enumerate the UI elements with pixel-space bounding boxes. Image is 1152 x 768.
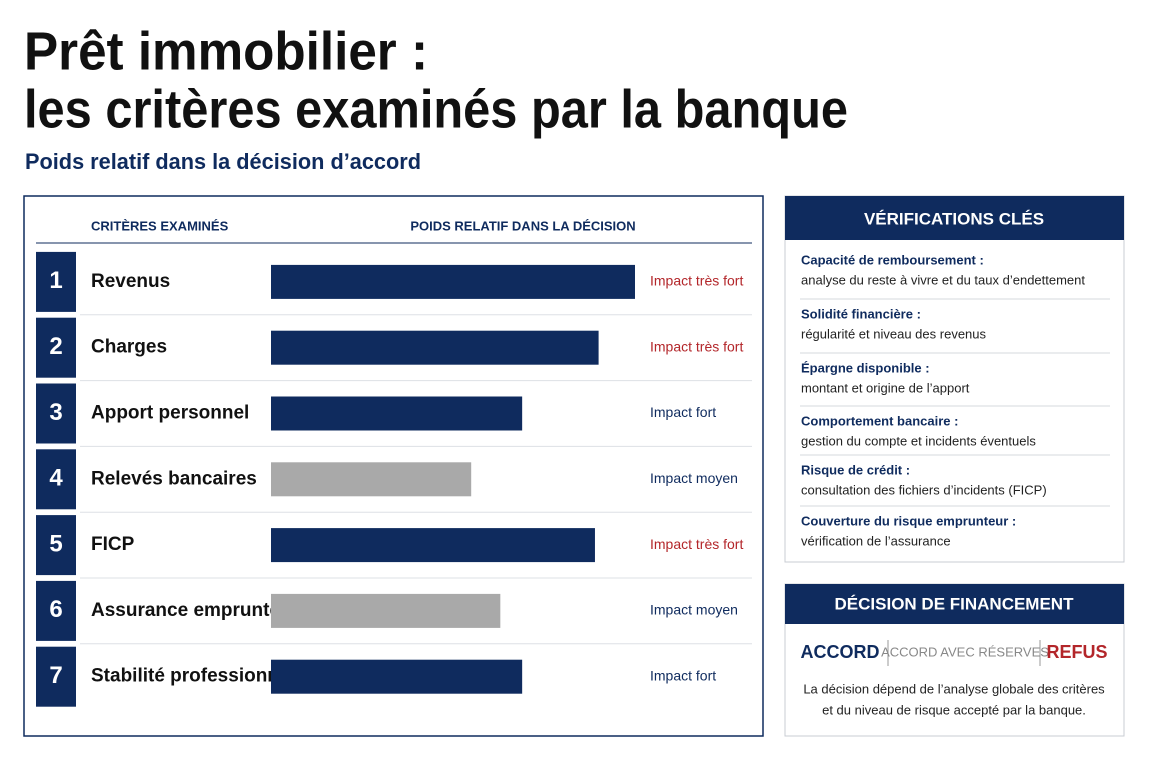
decision-option: REFUS bbox=[1046, 642, 1107, 662]
impact-label: Impact moyen bbox=[650, 470, 738, 486]
rank-box bbox=[36, 515, 76, 576]
impact-label: Impact très fort bbox=[650, 338, 743, 354]
item-label: Risque de crédit : bbox=[801, 462, 910, 477]
impact-label: Impact fort bbox=[650, 667, 716, 683]
bar bbox=[271, 528, 595, 563]
item-label: Couverture du risque emprunteur : bbox=[801, 513, 1016, 528]
panel-header bbox=[785, 584, 1124, 624]
item-text: vérification de l’assurance bbox=[801, 533, 951, 548]
bar bbox=[271, 396, 523, 431]
impact-label: Impact moyen bbox=[650, 602, 738, 618]
decision-option: ACCORD bbox=[801, 642, 880, 662]
category-label: Assurance emprunteur bbox=[91, 600, 300, 621]
title-line: les critères examinés par la banque bbox=[24, 79, 848, 139]
rank-box bbox=[36, 646, 76, 707]
item-text: consultation des fichiers d’incidents (F… bbox=[801, 482, 1047, 497]
rank: 2 bbox=[49, 333, 62, 360]
impact-label: Impact très fort bbox=[650, 536, 743, 552]
item-label: Comportement bancaire : bbox=[801, 413, 958, 428]
verifications-panel bbox=[784, 195, 1125, 563]
category-label: Apport personnel bbox=[91, 403, 249, 424]
bar bbox=[271, 330, 599, 365]
rank: 3 bbox=[49, 399, 62, 426]
title-line: Prêt immobilier : bbox=[24, 21, 428, 81]
rank-box bbox=[36, 251, 76, 312]
rank-box bbox=[36, 317, 76, 378]
column-header: CRITÈRES EXAMINÉS bbox=[91, 218, 229, 233]
rank: 5 bbox=[49, 530, 62, 557]
category-label: Relevés bancaires bbox=[91, 468, 257, 489]
item-text: gestion du compte et incidents éventuels bbox=[801, 433, 1036, 448]
column-header: POIDS RELATIF DANS LA DÉCISION bbox=[410, 218, 635, 233]
bar bbox=[271, 462, 472, 497]
panel-header bbox=[785, 196, 1124, 240]
item-label: Épargne disponible : bbox=[801, 360, 930, 375]
bar bbox=[271, 593, 501, 628]
category-label: Revenus bbox=[91, 271, 170, 292]
bar bbox=[271, 264, 635, 299]
item-label: Capacité de remboursement : bbox=[801, 252, 984, 267]
decision-option: ACCORD AVEC RÉSERVES bbox=[881, 644, 1049, 659]
impact-label: Impact fort bbox=[650, 404, 716, 420]
panel-title: DÉCISION DE FINANCEMENT bbox=[835, 594, 1075, 613]
rank: 1 bbox=[49, 267, 62, 294]
impact-label: Impact très fort bbox=[650, 273, 743, 289]
rank: 4 bbox=[49, 465, 63, 492]
item-text: analyse du reste à vivre et du taux d’en… bbox=[801, 272, 1085, 287]
decision-note: et du niveau de risque accepté par la ba… bbox=[822, 702, 1086, 717]
category-label: Stabilité professionnelle bbox=[91, 666, 311, 687]
rank-box bbox=[36, 383, 76, 444]
item-text: régularité et niveau des revenus bbox=[801, 326, 987, 341]
rank-box bbox=[36, 449, 76, 510]
item-text: montant et origine de l’apport bbox=[801, 380, 970, 395]
rank: 7 bbox=[49, 662, 62, 689]
panel-title: VÉRIFICATIONS CLÉS bbox=[864, 209, 1044, 228]
subtitle: Poids relatif dans la décision d’accord bbox=[25, 149, 421, 174]
item-label: Solidité financière : bbox=[801, 306, 921, 321]
rank-box bbox=[36, 580, 76, 641]
bar bbox=[271, 659, 523, 694]
category-label: Charges bbox=[91, 337, 167, 358]
rank: 6 bbox=[49, 596, 62, 623]
chart-panel bbox=[23, 195, 764, 737]
decision-note: La décision dépend de l’analyse globale … bbox=[803, 681, 1105, 696]
category-label: FICP bbox=[91, 534, 135, 555]
